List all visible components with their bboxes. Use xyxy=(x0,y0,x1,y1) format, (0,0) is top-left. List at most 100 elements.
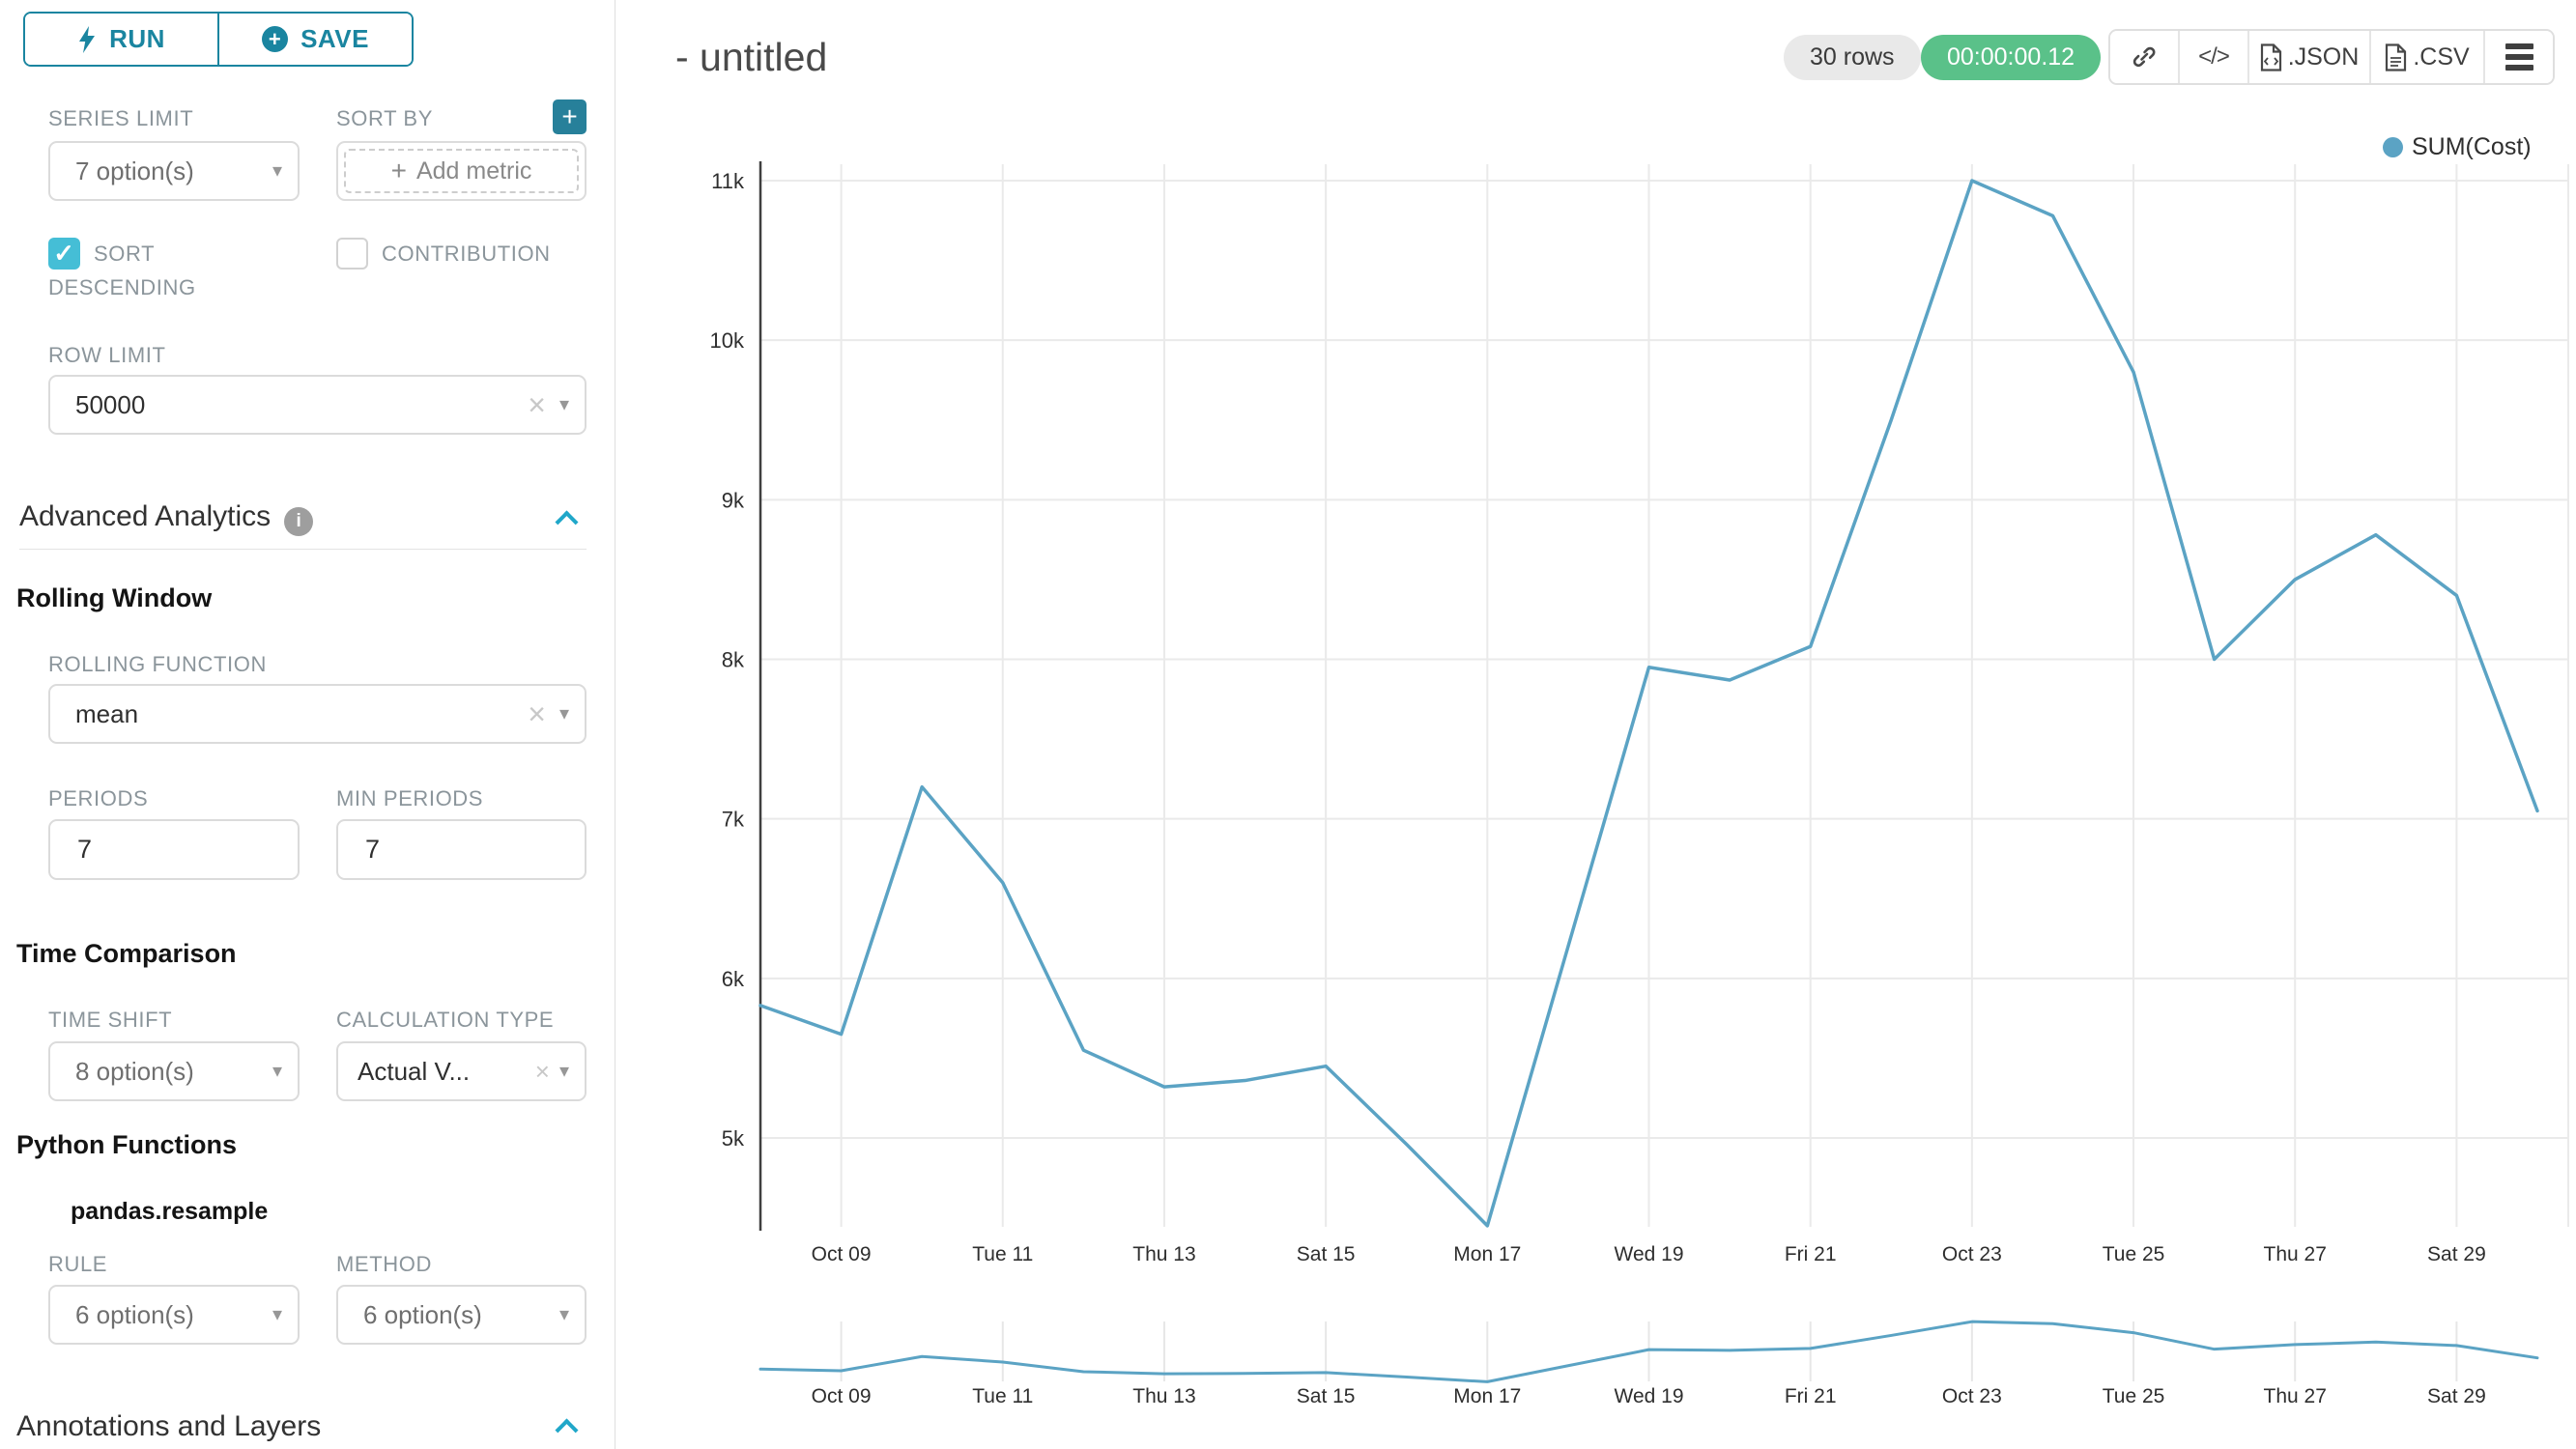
svg-text:Mon 17: Mon 17 xyxy=(1453,1243,1521,1265)
svg-text:Sat 15: Sat 15 xyxy=(1297,1385,1356,1407)
sort-descending-label: SORT DESCENDING xyxy=(48,242,196,299)
mini-preview[interactable]: Oct 09 Tue 11 Thu 13 Sat 15 Mon 17 Wed 19 Fri … xyxy=(758,1320,2539,1407)
save-button[interactable]: + SAVE xyxy=(219,14,412,65)
chevron-down-icon: ▾ xyxy=(558,1061,569,1082)
chevron-down-icon: ▾ xyxy=(272,1304,282,1325)
contribution-control: CONTRIBUTION xyxy=(336,237,612,271)
chevron-down-icon: ▾ xyxy=(558,1304,569,1325)
svg-text:Oct 23: Oct 23 xyxy=(1942,1385,2002,1407)
advanced-analytics-title: Advanced Analytics xyxy=(19,500,272,532)
series-limit-select[interactable]: 7 option(s) ▾ xyxy=(48,141,300,201)
svg-text:Tue 25: Tue 25 xyxy=(2103,1243,2165,1265)
plus-circle-icon: + xyxy=(262,26,289,52)
annotations-title: Annotations and Layers xyxy=(16,1410,322,1442)
gridlines xyxy=(760,164,2569,1227)
clear-icon[interactable]: × xyxy=(528,696,546,731)
series-line xyxy=(758,179,2539,1228)
time-shift-label: TIME SHIFT xyxy=(48,1008,173,1032)
chevron-down-icon: ▾ xyxy=(272,160,282,182)
collapse-chevron-up-icon[interactable] xyxy=(555,510,579,534)
svg-text:7k: 7k xyxy=(722,808,745,832)
min-periods-input[interactable] xyxy=(336,819,587,880)
method-select[interactable]: 6 option(s) ▾ xyxy=(336,1285,587,1345)
lightning-icon xyxy=(79,25,96,53)
svg-text:Tue 11: Tue 11 xyxy=(972,1243,1033,1265)
run-label: RUN xyxy=(109,24,165,53)
series-limit-label: SERIES LIMIT xyxy=(48,106,194,130)
svg-text:Tue 11: Tue 11 xyxy=(972,1385,1033,1407)
svg-text:10k: 10k xyxy=(710,328,745,353)
add-metric-placeholder: Add metric xyxy=(415,156,532,185)
svg-text:8k: 8k xyxy=(722,648,745,672)
link-icon xyxy=(2132,46,2156,68)
method-value: 6 option(s) xyxy=(363,1299,482,1329)
collapse-chevron-up-icon[interactable] xyxy=(555,1418,579,1442)
svg-text:Sat 29: Sat 29 xyxy=(2427,1243,2486,1265)
chevron-down-icon: ▾ xyxy=(272,1061,282,1082)
row-limit-value: 50000 xyxy=(75,389,146,419)
rolling-function-select[interactable]: mean × ▾ xyxy=(48,684,587,744)
svg-text:Sat 15: Sat 15 xyxy=(1297,1243,1356,1265)
y-axis-labels: 5k 6k 7k 8k 9k 10k 11k xyxy=(710,169,745,1151)
clear-icon[interactable]: × xyxy=(528,387,546,422)
periods-input[interactable] xyxy=(48,819,300,880)
chart-legend[interactable]: SUM(Cost) xyxy=(2383,133,2532,161)
section-divider xyxy=(19,549,587,550)
sort-descending-checkbox[interactable]: ✓ xyxy=(48,237,80,270)
copy-link-button[interactable] xyxy=(2110,31,2180,83)
row-limit-label: ROW LIMIT xyxy=(48,343,166,367)
sort-by-add-metric[interactable]: + Add metric xyxy=(336,141,587,201)
plus-icon: + xyxy=(390,156,407,185)
svg-text:Mon 17: Mon 17 xyxy=(1453,1385,1521,1407)
row-limit-select[interactable]: 50000 × ▾ xyxy=(48,375,587,435)
legend-dot-icon xyxy=(2383,137,2403,157)
calculation-type-value: Actual V... xyxy=(358,1056,471,1086)
clear-icon[interactable]: × xyxy=(534,1057,550,1086)
rule-select[interactable]: 6 option(s) ▾ xyxy=(48,1285,300,1345)
svg-text:5k: 5k xyxy=(722,1126,745,1151)
time-shift-value: 8 option(s) xyxy=(75,1056,194,1086)
rolling-function-label: ROLLING FUNCTION xyxy=(48,652,267,676)
advanced-analytics-header[interactable]: Advanced Analytics i xyxy=(19,500,314,536)
info-icon[interactable]: i xyxy=(284,506,314,536)
export-json-button[interactable]: .JSON xyxy=(2249,31,2371,83)
run-button[interactable]: RUN xyxy=(25,14,219,65)
svg-text:Oct 09: Oct 09 xyxy=(812,1385,872,1407)
csv-file-icon xyxy=(2386,43,2407,71)
rule-value: 6 option(s) xyxy=(75,1299,194,1329)
series-limit-value: 7 option(s) xyxy=(75,156,194,185)
svg-text:9k: 9k xyxy=(722,488,745,512)
calculation-type-label: CALCULATION TYPE xyxy=(336,1008,555,1032)
menu-button[interactable] xyxy=(2485,31,2553,83)
sort-descending-control: ✓ SORT DESCENDING xyxy=(48,237,263,304)
hamburger-icon xyxy=(2504,43,2533,71)
svg-text:Thu 27: Thu 27 xyxy=(2264,1385,2327,1407)
csv-label: .CSV xyxy=(2413,43,2470,71)
view-query-button[interactable]: </> xyxy=(2180,31,2249,83)
rolling-function-value: mean xyxy=(75,698,139,728)
svg-text:Wed 19: Wed 19 xyxy=(1615,1243,1684,1265)
export-csv-button[interactable]: .CSV xyxy=(2371,31,2485,83)
add-sort-metric-button[interactable]: + xyxy=(553,99,587,134)
svg-text:Fri 21: Fri 21 xyxy=(1785,1243,1837,1265)
rule-label: RULE xyxy=(48,1252,108,1276)
svg-text:Oct 09: Oct 09 xyxy=(812,1243,872,1265)
json-file-icon xyxy=(2260,43,2281,71)
chart-title[interactable]: - untitled xyxy=(675,35,828,79)
svg-text:Oct 23: Oct 23 xyxy=(1942,1243,2002,1265)
calculation-type-select[interactable]: Actual V... × ▾ xyxy=(336,1041,587,1101)
legend-label: SUM(Cost) xyxy=(2412,133,2532,160)
pandas-resample-label: pandas.resample xyxy=(71,1198,269,1225)
svg-text:Thu 13: Thu 13 xyxy=(1132,1243,1195,1265)
contribution-checkbox[interactable] xyxy=(336,237,368,270)
svg-text:Fri 21: Fri 21 xyxy=(1785,1385,1837,1407)
controls-sidebar: RUN + SAVE SERIES LIMIT SORT BY + 7 opti… xyxy=(0,0,615,1449)
svg-text:Wed 19: Wed 19 xyxy=(1615,1385,1684,1407)
row-count-badge: 30 rows xyxy=(1784,35,1921,80)
svg-text:Tue 25: Tue 25 xyxy=(2103,1385,2165,1407)
svg-text:Sat 29: Sat 29 xyxy=(2427,1385,2486,1407)
periods-label: PERIODS xyxy=(48,786,149,810)
time-shift-select[interactable]: 8 option(s) ▾ xyxy=(48,1041,300,1101)
